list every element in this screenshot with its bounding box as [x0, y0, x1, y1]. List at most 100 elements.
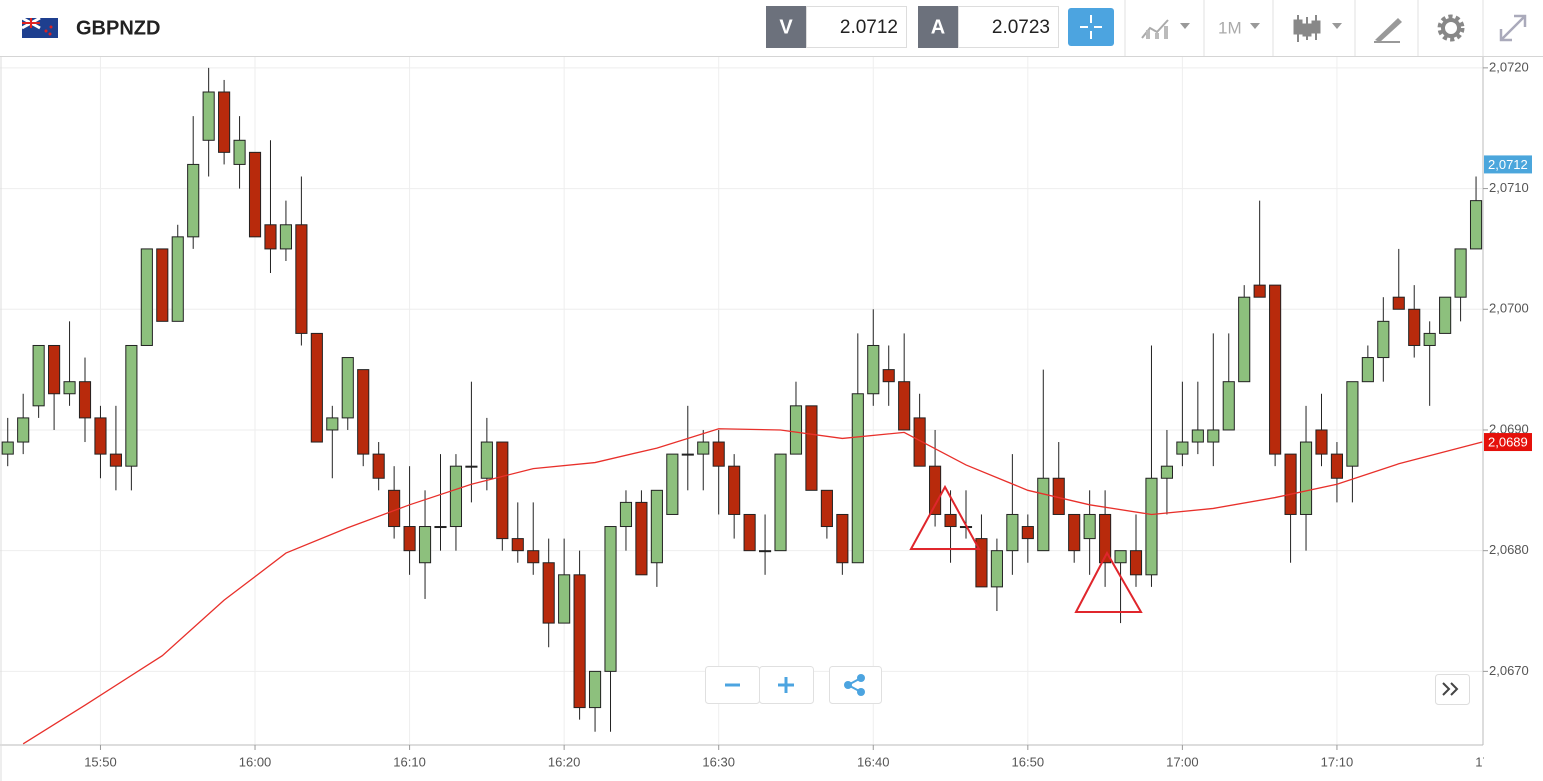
candle-body [1006, 513, 1019, 552]
candle-style-button[interactable] [1293, 15, 1342, 42]
candle-body [1454, 248, 1467, 298]
zoom-in-button[interactable] [759, 666, 814, 704]
candle-body [1346, 381, 1359, 467]
candle-body [496, 441, 509, 540]
candle-body [1176, 441, 1189, 455]
candle-body [171, 236, 184, 322]
candle-body [851, 393, 864, 564]
candle-body [202, 91, 215, 141]
symbol: GBPNZD [76, 17, 160, 39]
candle-body [1284, 453, 1297, 515]
candle-body [63, 381, 76, 395]
candle-body [619, 501, 633, 528]
candle-body [1361, 357, 1374, 383]
candle-body [913, 417, 926, 467]
triangle-annotation [909, 484, 981, 550]
candle-body [588, 670, 602, 709]
timeframe-button[interactable]: 1M [1218, 18, 1242, 37]
candle-body [820, 489, 833, 528]
bid-tag [766, 6, 806, 48]
candle-body [990, 550, 1003, 588]
candle-body [1423, 332, 1436, 346]
candle-body [94, 417, 107, 455]
candle-body [125, 344, 138, 467]
candle-body [156, 248, 169, 322]
price-tag [1484, 155, 1532, 174]
price-tag-label: 2,0689 [1488, 434, 1528, 449]
x-tick-label: 17:00 [1166, 754, 1199, 769]
candle-body [357, 369, 370, 455]
ask-box[interactable] [958, 6, 1059, 48]
candle-body [712, 441, 725, 467]
candle-body [1408, 308, 1421, 346]
crosshair-button[interactable] [1068, 8, 1114, 46]
candle-body [789, 405, 803, 455]
axes: 2,0670 2,0680 2,0690 2,0700 2,0710 2,0720 2,07… [99, 59, 1532, 750]
plot-area [1, 67, 1483, 745]
candle-body [1238, 296, 1251, 383]
candle-body [1392, 296, 1405, 310]
candle-body [1439, 296, 1452, 334]
y-tick-label: 2,0700 [1489, 301, 1529, 316]
bid-price: 2.0712 [840, 17, 898, 38]
settings-button[interactable] [1437, 14, 1465, 42]
x-tick-label: 16:20 [548, 754, 581, 769]
chart-type-button[interactable] [1141, 19, 1190, 39]
x-tick-label: 16:50 [1012, 754, 1045, 769]
candle-body [1207, 429, 1220, 443]
triangle-annotation [1074, 550, 1143, 613]
y-tick-label: 2,0690 [1489, 421, 1529, 436]
candle-body [1021, 526, 1034, 540]
candle-body [295, 224, 308, 334]
y-tick-label: 2,0720 [1489, 59, 1529, 74]
candle-body [527, 550, 540, 564]
candle-body [449, 465, 463, 528]
bid-label: V [779, 16, 793, 38]
fullscreen-button[interactable] [1499, 14, 1527, 42]
x-tick-label: 15:50 [84, 754, 117, 769]
candle-body [326, 417, 339, 431]
candle-body [1191, 429, 1204, 443]
moving-average-line [22, 428, 1483, 745]
candle-body [218, 91, 231, 153]
timeframe-caret [1250, 23, 1260, 29]
scroll-latest-button[interactable] [1435, 674, 1470, 705]
candle-body [78, 381, 92, 419]
candle-body [48, 344, 61, 395]
ask-label: A [931, 16, 945, 38]
candle-body [929, 465, 942, 515]
candle-body [666, 453, 679, 515]
draw-tools-button[interactable] [1374, 18, 1402, 43]
candle-body [248, 151, 262, 238]
candle-body [1068, 513, 1081, 552]
candle-body [109, 453, 122, 467]
bid-box[interactable] [806, 6, 907, 48]
x-tick-label: 16:00 [239, 754, 272, 769]
candle-body [1330, 453, 1344, 479]
candle-body [836, 513, 849, 564]
candle-body [17, 417, 30, 443]
candle-body [805, 405, 818, 491]
price-tag [1484, 433, 1532, 452]
candle-body [1099, 513, 1112, 564]
x-axis: 15:50 16:00 16:10 16:20 16:30 16:40 16:50 17:00… [84, 754, 1484, 769]
candle-body [310, 332, 323, 443]
candle-body [1037, 477, 1050, 552]
candle-body [1222, 381, 1235, 431]
candle-body [465, 465, 478, 468]
candle-body [1083, 513, 1096, 540]
candle-body [233, 139, 246, 165]
zoom-out-button[interactable] [705, 666, 760, 704]
candle-body [573, 574, 586, 709]
candle-body [1129, 550, 1143, 576]
price-tag-label: 2,0712 [1488, 157, 1528, 172]
share-button[interactable] [829, 666, 882, 704]
candle-body [558, 574, 571, 624]
candle-body [264, 224, 277, 250]
candle-body [650, 489, 663, 564]
grid [0, 57, 1483, 745]
candle-body [542, 562, 555, 624]
x-tick-label: 16:10 [393, 754, 426, 769]
candle-body [480, 441, 493, 479]
